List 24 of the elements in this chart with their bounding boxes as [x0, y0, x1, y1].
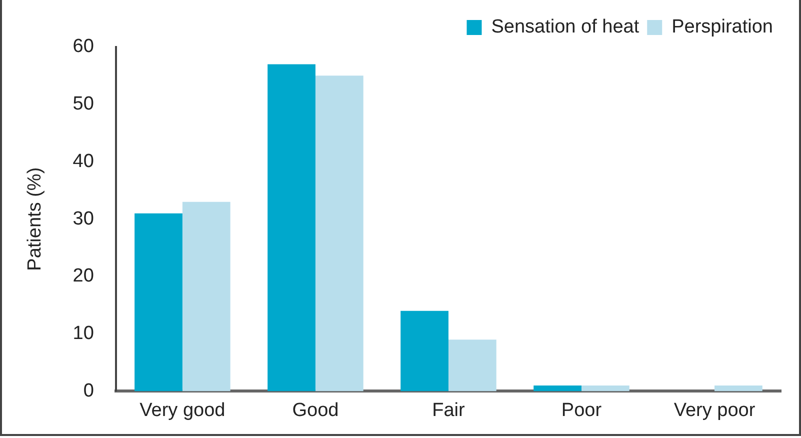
bar: [581, 385, 630, 392]
bar: [268, 64, 316, 392]
y-tick-label: 10: [72, 323, 94, 344]
y-axis-title: Patients (%): [24, 167, 46, 271]
x-tick-label: Good: [292, 400, 339, 421]
bar: [448, 340, 496, 392]
legend-label: Sensation of heat: [491, 16, 640, 38]
x-tick-label: Very poor: [674, 400, 756, 421]
bar: [400, 310, 448, 392]
y-tick-label: 20: [72, 266, 94, 287]
x-tick-label: Poor: [561, 400, 602, 421]
bar: [534, 385, 582, 392]
bar: [182, 202, 230, 392]
bar: [714, 385, 762, 392]
x-tick-label: Very good: [140, 400, 226, 421]
y-tick-label: 40: [72, 150, 94, 172]
bar: [315, 76, 364, 392]
legend-label: Perspiration: [672, 16, 774, 38]
bar: [134, 213, 182, 392]
x-tick-label: Fair: [432, 400, 466, 421]
y-tick-label: 0: [83, 380, 94, 402]
y-tick-label: 50: [72, 94, 94, 115]
y-tick-label: 60: [72, 36, 94, 58]
y-tick-label: 30: [72, 208, 94, 230]
